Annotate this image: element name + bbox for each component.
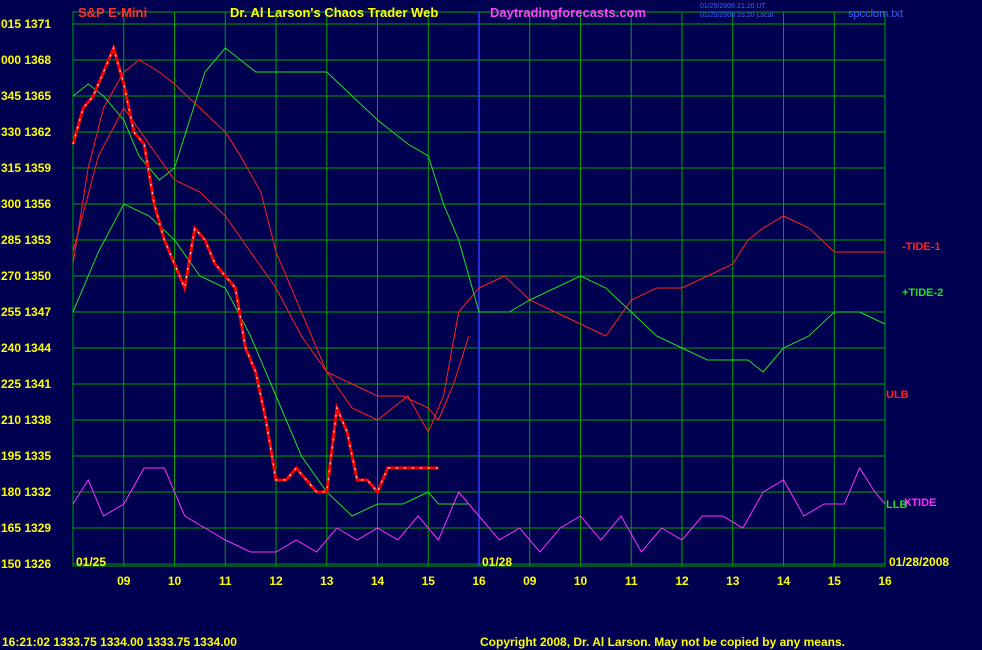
y-tick-label: 210 1338 bbox=[1, 413, 51, 427]
data-filename: spcclom.txt bbox=[848, 8, 903, 20]
timestamp-ut: 01/25/2008 21:20 UT bbox=[700, 3, 766, 10]
series-line-tide-1 bbox=[72, 59, 885, 434]
x-tick-label: 16 bbox=[878, 574, 892, 588]
copyright: Copyright 2008, Dr. Al Larson. May not b… bbox=[480, 635, 845, 649]
series-line-ulb bbox=[72, 107, 470, 421]
legend-entry: ULB bbox=[886, 389, 909, 401]
y-tick-label: 330 1362 bbox=[1, 125, 51, 139]
x-tick-label: 10 bbox=[574, 574, 588, 588]
x-tick-label: 12 bbox=[269, 574, 283, 588]
y-tick-label: 225 1341 bbox=[1, 377, 51, 391]
site-link[interactable]: Daytradingforecasts.com bbox=[490, 5, 646, 20]
page-title: Dr. Al Larson's Chaos Trader Web bbox=[230, 5, 438, 20]
date-label-start: 01/25 bbox=[76, 555, 106, 569]
x-tick-label: 09 bbox=[523, 574, 537, 588]
y-tick-label: 255 1347 bbox=[1, 305, 51, 319]
x-tick-label: 15 bbox=[422, 574, 436, 588]
date-label-mid: 01/28 bbox=[482, 555, 512, 569]
x-tick-label: 11 bbox=[219, 574, 232, 588]
x-tick-label: 13 bbox=[726, 574, 740, 588]
timestamp-local: 01/25/2008 15:20 Local bbox=[700, 12, 774, 19]
series-line-s-p-e-mini bbox=[71, 43, 439, 495]
y-tick-label: 165 1329 bbox=[1, 521, 51, 535]
x-tick-label: 14 bbox=[371, 574, 385, 588]
x-tick-label: 11 bbox=[625, 574, 638, 588]
y-axis-labels: 015 1371 000 1368 345 1365 330 1362 315 1359… bbox=[1, 17, 51, 571]
quote-line: 16:21:02 1333.75 1334.00 1333.75 1334.00 bbox=[2, 635, 237, 649]
date-label-end: 01/28/2008 bbox=[889, 555, 949, 569]
y-tick-label: 150 1326 bbox=[1, 557, 51, 571]
y-tick-label: 315 1359 bbox=[1, 161, 51, 175]
y-tick-label: 300 1356 bbox=[1, 197, 51, 211]
x-tick-label: 15 bbox=[828, 574, 842, 588]
legend-entry: LLB bbox=[886, 499, 907, 511]
x-tick-label: 16 bbox=[472, 574, 486, 588]
y-tick-label: 240 1344 bbox=[1, 341, 51, 355]
y-tick-label: 195 1335 bbox=[1, 449, 51, 463]
chart-grid bbox=[72, 11, 886, 567]
x-tick-label: 14 bbox=[777, 574, 791, 588]
x-tick-label: 12 bbox=[675, 574, 689, 588]
chart-series bbox=[71, 43, 886, 553]
series-line-xtide bbox=[72, 466, 886, 553]
series-line-llb bbox=[72, 203, 469, 517]
y-tick-label: 270 1350 bbox=[1, 269, 51, 283]
legend-entry: +TIDE-2 bbox=[902, 287, 943, 299]
x-tick-label: 13 bbox=[320, 574, 334, 588]
y-tick-label: 180 1332 bbox=[1, 485, 51, 499]
y-tick-label: 345 1365 bbox=[1, 89, 51, 103]
legend-entry: XTIDE bbox=[904, 497, 936, 509]
x-tick-label: 09 bbox=[117, 574, 131, 588]
x-axis-labels: 09 10 11 12 13 14 15 16 09 10 11 12 13 14 15 16 bbox=[117, 574, 892, 588]
legend-entry: -TIDE-1 bbox=[902, 241, 941, 253]
instrument-title: S&P E-Mini bbox=[78, 5, 147, 20]
y-tick-label: 000 1368 bbox=[1, 53, 51, 67]
y-tick-label: 015 1371 bbox=[1, 17, 51, 31]
series-line-tide-2 bbox=[72, 47, 886, 373]
x-tick-label: 10 bbox=[168, 574, 182, 588]
y-tick-label: 285 1353 bbox=[1, 233, 51, 247]
